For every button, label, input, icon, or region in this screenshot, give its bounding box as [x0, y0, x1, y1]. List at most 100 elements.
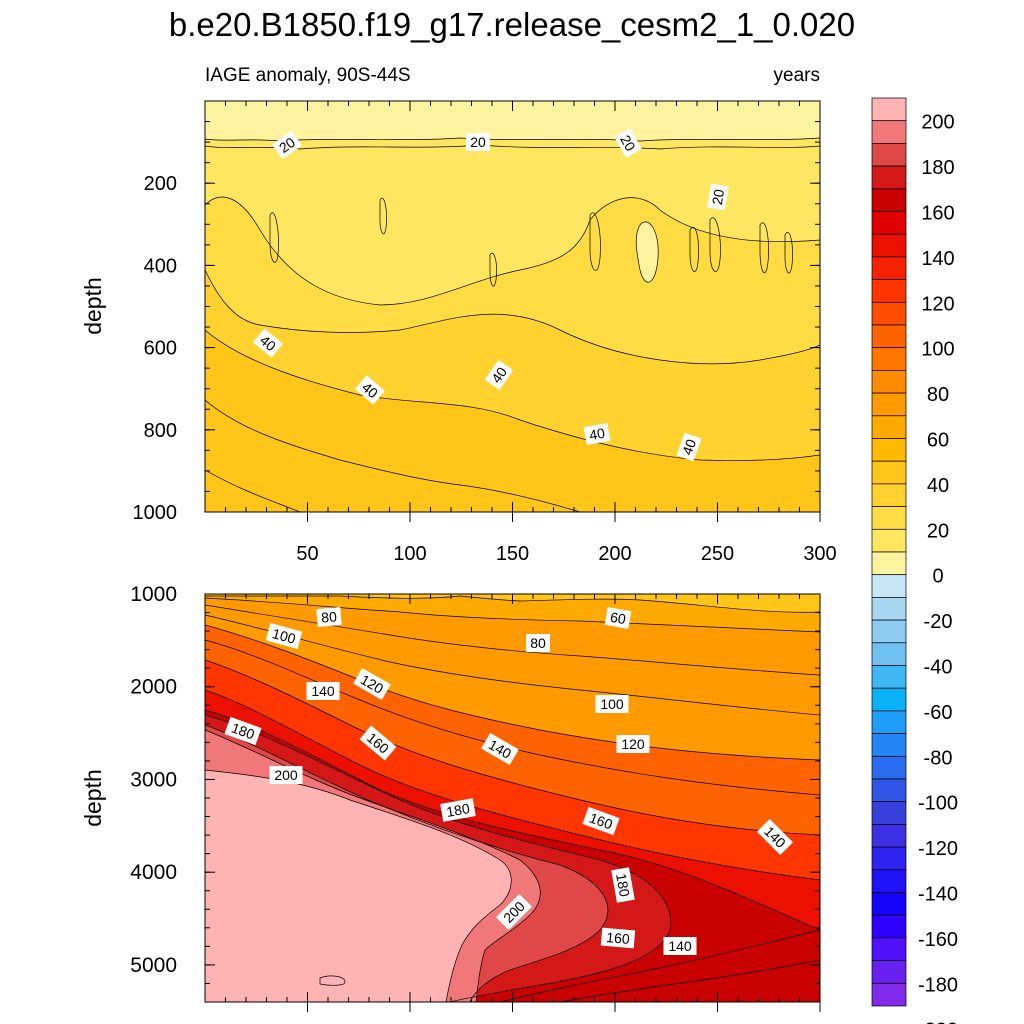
- y-tick-label: 4000: [130, 861, 177, 884]
- top-left-label: IAGE anomaly, 90S-44S: [205, 65, 411, 86]
- top-right-label: years: [774, 65, 820, 86]
- contour-label: 40: [484, 360, 514, 390]
- svg-text:140: 140: [668, 938, 692, 954]
- colorbar-label: 40: [927, 475, 949, 497]
- colorbar-label: 160: [921, 203, 954, 225]
- colorbar-box: [871, 574, 907, 598]
- svg-text:160: 160: [587, 809, 615, 832]
- y-tick-label: 200: [144, 173, 177, 195]
- top-panel: depth 200 400 600 800 1000 50 100 150 200 250 300…: [80, 100, 837, 565]
- svg-text:40: 40: [588, 425, 606, 443]
- colorbar-box: [871, 778, 907, 803]
- colorbar-box: [871, 846, 907, 871]
- contour-label: 180: [440, 798, 476, 822]
- colorbar-box: [871, 165, 907, 190]
- top-band-0-20: [205, 101, 820, 141]
- colorbar: 200180160140120100806040200-20-40-60-80-…: [871, 97, 958, 1024]
- colorbar-box: [871, 551, 907, 576]
- contour-label: 80: [316, 606, 342, 628]
- colorbar-box: [871, 528, 907, 553]
- y-tick-label: 600: [144, 338, 177, 360]
- svg-text:60: 60: [609, 609, 627, 627]
- colorbar-box: [871, 619, 907, 644]
- y-tick-label: 400: [144, 255, 177, 277]
- colorbar-label: 180: [921, 157, 954, 179]
- contour-label: 140: [306, 682, 340, 700]
- contour-label: 180: [224, 716, 262, 746]
- colorbar-label: 120: [921, 293, 954, 315]
- colorbar-box: [871, 324, 907, 349]
- x-tick-label: 50: [296, 543, 318, 565]
- colorbar-box: [871, 211, 907, 235]
- colorbar-label: -80: [924, 747, 953, 769]
- colorbar-box: [871, 506, 907, 530]
- colorbar-box: [871, 370, 907, 394]
- colorbar-box: [871, 97, 907, 122]
- colorbar-box: [871, 960, 907, 984]
- bottom-contour-lines: [205, 595, 820, 1002]
- x-tick-label: 300: [803, 543, 836, 565]
- svg-text:140: 140: [311, 683, 335, 699]
- y-tick-label: 1000: [130, 583, 177, 606]
- colorbar-box: [871, 733, 907, 757]
- colorbar-box: [871, 415, 907, 439]
- colorbar-box: [871, 824, 907, 848]
- bottom-yticks: 1000 2000 3000 4000 5000: [130, 583, 820, 1003]
- svg-text:180: 180: [229, 719, 257, 742]
- contour-label: 40: [253, 328, 283, 358]
- contour-label: 20: [614, 128, 642, 158]
- svg-text:40: 40: [679, 437, 699, 457]
- x-tick-label: 250: [701, 543, 734, 565]
- colorbar-label: 0: [932, 566, 943, 588]
- contour-label: 100: [595, 695, 629, 713]
- colorbar-box: [871, 597, 907, 621]
- contour-label: 20: [707, 183, 729, 211]
- colorbar-box: [871, 347, 907, 371]
- colorbar-label: -100: [918, 793, 958, 815]
- svg-text:120: 120: [621, 736, 645, 752]
- svg-text:100: 100: [600, 696, 624, 712]
- colorbar-box: [871, 120, 907, 144]
- colorbar-box: [871, 301, 907, 326]
- bottom-band-2: [205, 596, 820, 632]
- colorbar-box: [871, 914, 907, 939]
- x-tick-label: 100: [393, 543, 426, 565]
- bottom-band-10: [205, 770, 512, 1002]
- colorbar-box: [871, 937, 907, 961]
- colorbar-label: -200: [918, 1020, 958, 1024]
- contour-label: 40: [355, 375, 385, 405]
- svg-text:20: 20: [470, 134, 486, 150]
- y-tick-label: 3000: [130, 768, 177, 791]
- colorbar-box: [871, 279, 907, 303]
- svg-text:20: 20: [709, 188, 727, 206]
- colorbar-box: [871, 460, 907, 485]
- colorbar-box: [871, 642, 907, 666]
- colorbar-box: [871, 392, 907, 417]
- y-tick-label: 800: [144, 420, 177, 442]
- colorbar-box: [871, 188, 907, 212]
- colorbar-label: 140: [921, 248, 954, 270]
- contour-label: 100: [265, 623, 303, 649]
- contour-label: 160: [582, 806, 620, 836]
- svg-text:160: 160: [606, 929, 631, 947]
- colorbar-label: -180: [918, 974, 958, 996]
- colorbar-box: [871, 892, 907, 916]
- contour-label: 20: [466, 133, 490, 151]
- top-contour-labels: 20 20 20 20 40 40 40 40 40: [253, 128, 729, 462]
- figure-title: b.e20.B1850.f19_g17.release_cesm2_1_0.02…: [169, 6, 855, 43]
- colorbar-label: -160: [918, 929, 958, 951]
- contour-label: 140: [663, 937, 697, 955]
- contour-label: 180: [611, 867, 635, 903]
- colorbar-boxes: [871, 97, 907, 1007]
- colorbar-label: -60: [924, 702, 953, 724]
- colorbar-box: [871, 233, 907, 258]
- svg-text:80: 80: [530, 635, 546, 651]
- y-tick-label: 5000: [130, 954, 177, 977]
- svg-text:100: 100: [271, 625, 298, 647]
- contour-label: 40: [583, 423, 611, 445]
- colorbar-label: 20: [927, 520, 949, 542]
- contour-label: 20: [272, 130, 302, 160]
- colorbar-box: [871, 869, 907, 893]
